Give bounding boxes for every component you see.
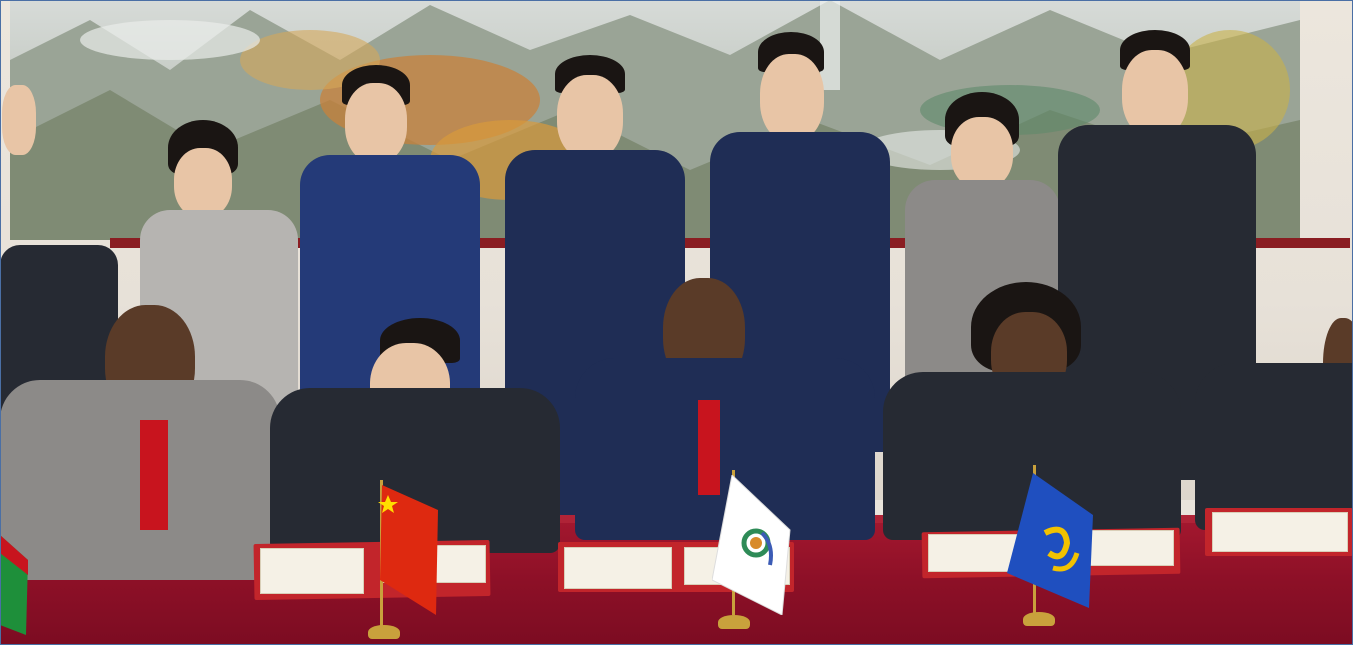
seated-person-3 [575, 278, 875, 540]
blue-flag [1005, 465, 1100, 630]
organization-flag [712, 470, 792, 630]
seated-person-2 [270, 318, 560, 553]
seated-person-1 [0, 305, 280, 580]
seated-person-4 [883, 282, 1181, 540]
signing-paper-2a [564, 547, 672, 589]
signing-paper-4 [1212, 512, 1348, 552]
seated-person-5 [1195, 318, 1353, 530]
partial-flag [0, 535, 30, 645]
china-flag [368, 480, 448, 645]
signing-paper-1a [260, 548, 364, 594]
